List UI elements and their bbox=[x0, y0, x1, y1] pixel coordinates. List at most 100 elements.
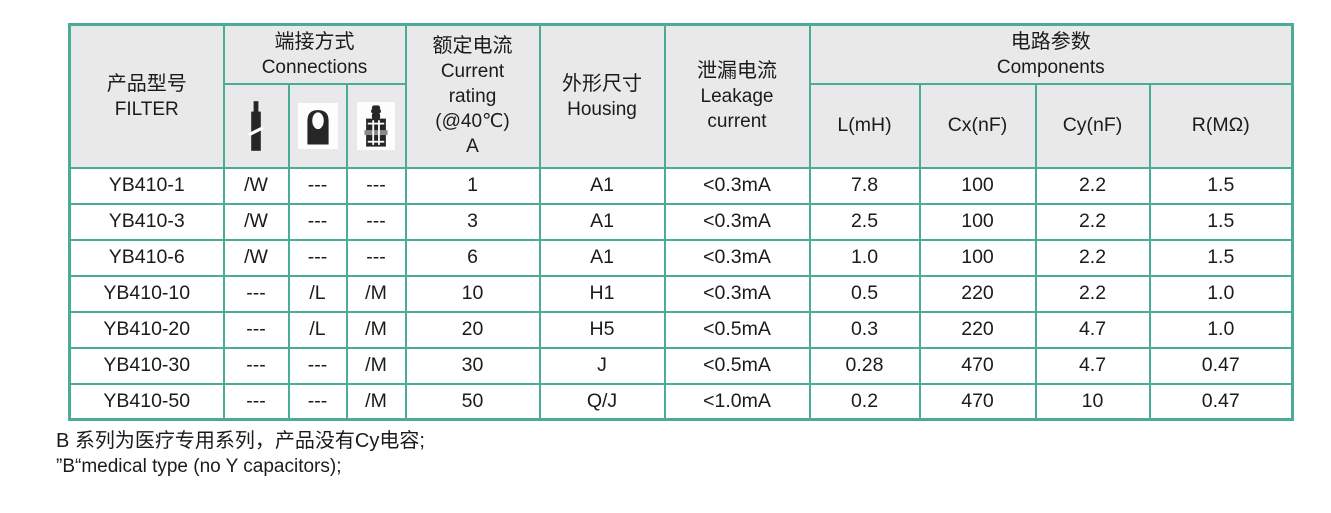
cell-housing: A1 bbox=[538, 238, 666, 277]
header-connections-zh: 端接方式 bbox=[274, 30, 355, 53]
spec-table-container: 产品型号 FILTER 端接方式 Connections 额定电流 Curren… bbox=[68, 23, 1294, 421]
cell-cy-nf: 4.7 bbox=[1034, 310, 1151, 349]
header-row-sub: L(mH) Cx(nF) Cy(nF) R(MΩ) bbox=[70, 82, 1294, 169]
cell-l-mh: 0.2 bbox=[808, 382, 921, 421]
cell-cx-nf: 220 bbox=[918, 310, 1037, 349]
cell-current-rating: 3 bbox=[404, 202, 541, 241]
cell-model: YB410-1 bbox=[68, 166, 225, 205]
filter-spec-table: 产品型号 FILTER 端接方式 Connections 额定电流 Curren… bbox=[68, 23, 1294, 421]
cell-conn-wire: --- bbox=[222, 382, 290, 421]
header-components-zh: 电路参数 bbox=[1010, 30, 1091, 53]
table-row: YB410-30 --- --- /M 30 J <0.5mA 0.28 470… bbox=[68, 346, 1294, 385]
table-row: YB410-50 --- --- /M 50 Q/J <1.0mA 0.2 47… bbox=[68, 382, 1294, 421]
screw-terminal-icon bbox=[357, 101, 395, 150]
cell-model: YB410-20 bbox=[68, 310, 225, 349]
cell-r-mohm: 1.5 bbox=[1148, 238, 1294, 277]
cell-housing: Q/J bbox=[538, 382, 666, 421]
cell-conn-screw: --- bbox=[345, 238, 407, 277]
cell-conn-screw: /M bbox=[345, 382, 407, 421]
cell-conn-screw: /M bbox=[345, 346, 407, 385]
header-cy-nf: Cy(nF) bbox=[1034, 82, 1151, 169]
cell-cx-nf: 100 bbox=[918, 238, 1037, 277]
cell-conn-lug: /L bbox=[287, 310, 348, 349]
cell-r-mohm: 1.0 bbox=[1148, 274, 1294, 313]
cell-l-mh: 0.5 bbox=[808, 274, 921, 313]
header-connections: 端接方式 Connections bbox=[222, 23, 407, 85]
header-current-rating-zh: 额定电流 bbox=[432, 35, 513, 58]
header-leakage-en-line2: current bbox=[707, 111, 767, 133]
cell-conn-wire: /W bbox=[222, 238, 290, 277]
cell-cx-nf: 470 bbox=[918, 346, 1037, 385]
header-r-mohm: R(MΩ) bbox=[1148, 82, 1294, 169]
cell-housing: A1 bbox=[538, 166, 666, 205]
cell-r-mohm: 1.5 bbox=[1148, 202, 1294, 241]
cell-conn-wire: --- bbox=[222, 274, 290, 313]
footnote-zh: B 系列为医疗专用系列，产品没有Cy电容; bbox=[56, 430, 425, 452]
cell-current-rating: 10 bbox=[404, 274, 541, 313]
cell-conn-lug: --- bbox=[287, 382, 348, 421]
cell-model: YB410-10 bbox=[68, 274, 225, 313]
table-row: YB410-1 /W --- --- 1 A1 <0.3mA 7.8 100 2… bbox=[68, 166, 1294, 205]
cell-conn-wire: --- bbox=[222, 346, 290, 385]
cell-conn-screw: --- bbox=[345, 202, 407, 241]
cell-conn-screw: /M bbox=[345, 274, 407, 313]
cell-model: YB410-30 bbox=[68, 346, 225, 385]
cell-conn-lug: /L bbox=[287, 274, 348, 313]
cell-cx-nf: 220 bbox=[918, 274, 1037, 313]
table-row: YB410-3 /W --- --- 3 A1 <0.3mA 2.5 100 2… bbox=[68, 202, 1294, 241]
cell-cy-nf: 2.2 bbox=[1034, 202, 1151, 241]
cell-conn-lug: --- bbox=[287, 202, 348, 241]
header-row-top: 产品型号 FILTER 端接方式 Connections 额定电流 Curren… bbox=[68, 23, 1294, 169]
header-connections-en: Connections bbox=[261, 56, 368, 78]
cell-l-mh: 7.8 bbox=[808, 166, 921, 205]
header-leakage-en-line1: Leakage bbox=[700, 86, 774, 108]
cell-r-mohm: 0.47 bbox=[1148, 346, 1294, 385]
header-housing-en: Housing bbox=[567, 98, 637, 120]
table-row: YB410-10 --- /L /M 10 H1 <0.3mA 0.5 220 … bbox=[68, 274, 1294, 313]
cell-conn-screw: /M bbox=[345, 310, 407, 349]
footnotes: B 系列为医疗专用系列，产品没有Cy电容; ”B“medical type (n… bbox=[56, 428, 425, 480]
header-filter: 产品型号 FILTER bbox=[68, 23, 225, 169]
cell-l-mh: 1.0 bbox=[808, 238, 921, 277]
cell-r-mohm: 1.5 bbox=[1148, 166, 1294, 205]
header-current-rating-en-line2: rating bbox=[448, 86, 497, 108]
header-current-rating-en-line1: Current bbox=[440, 61, 505, 83]
table-header: 产品型号 FILTER 端接方式 Connections 额定电流 Curren… bbox=[68, 23, 1294, 169]
cell-l-mh: 0.28 bbox=[808, 346, 921, 385]
cell-cx-nf: 100 bbox=[918, 202, 1037, 241]
cell-leakage-current: <0.3mA bbox=[663, 274, 811, 313]
cell-housing: H5 bbox=[538, 310, 666, 349]
cell-conn-wire: /W bbox=[222, 166, 290, 205]
header-housing: 外形尺寸 Housing bbox=[538, 23, 666, 169]
header-components-en: Components bbox=[996, 56, 1105, 78]
table-row: YB410-20 --- /L /M 20 H5 <0.5mA 0.3 220 … bbox=[68, 310, 1294, 349]
cell-model: YB410-6 bbox=[68, 238, 225, 277]
cell-l-mh: 0.3 bbox=[808, 310, 921, 349]
cell-conn-lug: --- bbox=[287, 238, 348, 277]
cell-leakage-current: <0.3mA bbox=[663, 238, 811, 277]
cell-l-mh: 2.5 bbox=[808, 202, 921, 241]
connection-wire-cell bbox=[222, 82, 290, 169]
cell-conn-wire: /W bbox=[222, 202, 290, 241]
header-leakage-zh: 泄漏电流 bbox=[697, 60, 777, 83]
cell-conn-wire: --- bbox=[222, 310, 290, 349]
cell-model: YB410-3 bbox=[68, 202, 225, 241]
cell-conn-lug: --- bbox=[287, 346, 348, 385]
cell-cy-nf: 2.2 bbox=[1034, 274, 1151, 313]
header-leakage-current: 泄漏电流 Leakage current bbox=[663, 23, 811, 169]
header-current-rating-en-line4: A bbox=[466, 136, 479, 158]
footnote-en: ”B“medical type (no Y capacitors); bbox=[56, 456, 342, 477]
cell-r-mohm: 0.47 bbox=[1148, 382, 1294, 421]
cell-cy-nf: 4.7 bbox=[1034, 346, 1151, 385]
header-filter-zh: 产品型号 bbox=[106, 72, 187, 95]
cell-current-rating: 6 bbox=[404, 238, 541, 277]
cell-current-rating: 1 bbox=[404, 166, 541, 205]
cell-cy-nf: 10 bbox=[1034, 382, 1151, 421]
cell-leakage-current: <0.3mA bbox=[663, 166, 811, 205]
cell-cy-nf: 2.2 bbox=[1034, 238, 1151, 277]
cell-leakage-current: <1.0mA bbox=[663, 382, 811, 421]
header-components: 电路参数 Components bbox=[808, 23, 1294, 85]
cell-model: YB410-50 bbox=[68, 382, 225, 421]
cell-cx-nf: 100 bbox=[918, 166, 1037, 205]
cell-cx-nf: 470 bbox=[918, 382, 1037, 421]
